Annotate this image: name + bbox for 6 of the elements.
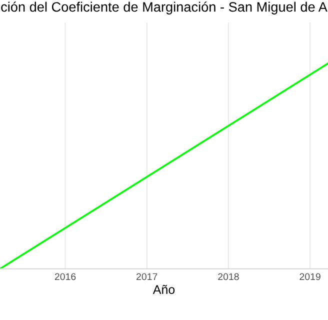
chart-title: ción del Coeficiente de Marginación - San Miguel de A bbox=[1, 2, 328, 14]
x-tick-label: 2016 bbox=[54, 273, 76, 280]
x-tick-label: 2019 bbox=[300, 273, 320, 280]
x-axis-title: Año bbox=[152, 284, 175, 294]
x-tick-label: 2017 bbox=[136, 273, 158, 280]
x-tick-label: 2018 bbox=[218, 273, 239, 280]
